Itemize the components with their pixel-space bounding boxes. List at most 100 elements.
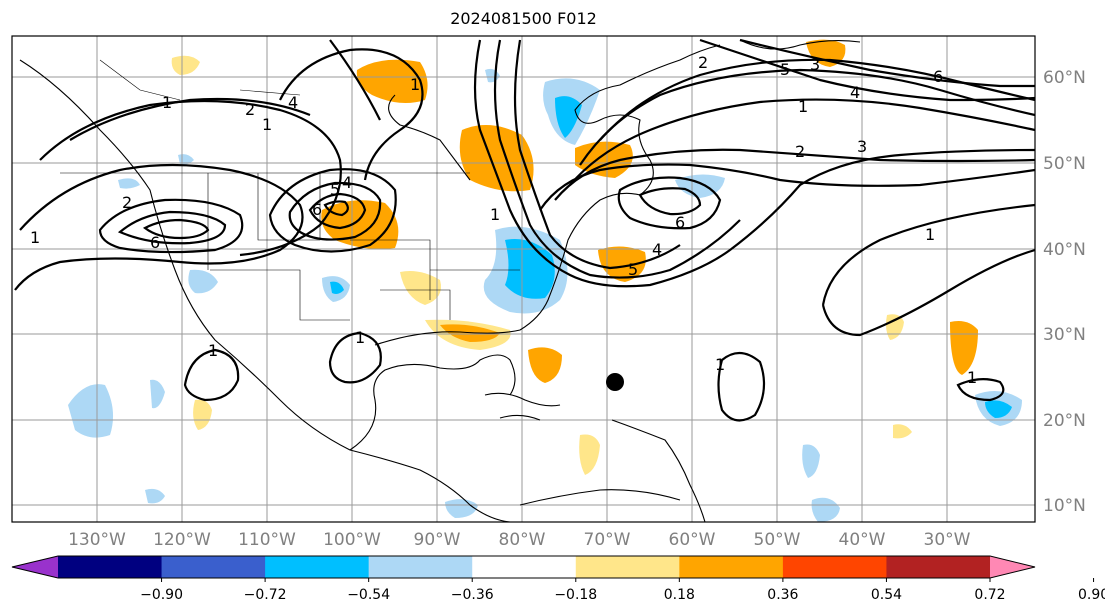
positive-anomaly [579,434,600,475]
lon-label: 130°W [68,530,126,550]
colorbar-extend-low [12,556,58,578]
colorbar-segment [679,556,784,578]
negative-anomaly [330,281,344,294]
colorbar-tick-label: 0.72 [974,587,1005,603]
negative-anomaly [68,384,114,438]
negative-anomaly [555,96,582,138]
negative-anomaly [985,400,1012,418]
positive-anomaly [400,271,441,305]
coastlines [19,39,861,522]
contour-label: 2 [122,193,132,212]
lon-label: 100°W [323,530,381,550]
lat-label: 50°N [1043,154,1086,174]
contour-label: 2 [245,100,255,119]
negative-anomaly [118,178,140,189]
map-title: 2024081500 F012 [450,9,597,28]
contour-label: 1 [355,328,365,347]
lon-label: 90°W [414,530,461,550]
longitude-labels: 130°W 120°W 110°W 100°W 90°W 80°W 70°W 6… [68,530,971,550]
colorbar-segment [265,556,370,578]
positive-anomaly [528,347,562,383]
map-frame [11,35,1036,523]
colorbar-extend-high [990,556,1035,578]
contour-label: 6 [150,233,160,252]
contour-label: 1 [715,355,725,374]
shading-layer [68,39,1022,522]
contour-label: 6 [312,200,322,219]
contour-label: 4 [288,93,298,112]
colorbar-tick-label: −0.54 [347,587,390,603]
colorbar-outline [11,555,1036,579]
graticule [12,36,1035,522]
negative-anomaly [445,499,478,518]
negative-anomaly [505,239,555,299]
contour-label: 3 [857,137,867,156]
contour-label: 1 [262,115,272,134]
storm-position-marker [606,373,624,391]
lon-label: 60°W [669,530,716,550]
contour-label: 1 [798,97,808,116]
lon-label: 110°W [238,530,296,550]
colorbar-segment [58,556,163,578]
contour-label: 5 [628,260,638,279]
contour-label: 2 [795,142,805,161]
lon-label: 70°W [584,530,631,550]
contour-label: 1 [925,225,935,244]
positive-anomaly [171,55,200,75]
negative-anomaly [188,269,218,294]
positive-anomaly [193,399,212,430]
colorbar-tick-label: −0.18 [554,587,597,603]
colorbar-tick-label: 0.36 [767,587,798,603]
colorbar-segment [368,556,473,578]
colorbar-segment [472,556,577,578]
positive-anomaly [598,246,646,282]
latitude-labels: 60°N 50°N 40°N 30°N 20°N 10°N [1043,68,1086,516]
positive-anomaly [893,424,912,439]
lat-label: 20°N [1043,411,1086,431]
negative-anomaly [145,488,165,504]
lat-label: 60°N [1043,68,1086,88]
negative-anomaly [802,444,820,478]
contour-label: 4 [652,240,662,259]
colorbar-segment [161,556,266,578]
contour-label: 1 [208,341,218,360]
contour-label: 1 [30,228,40,247]
political-borders [60,59,520,321]
contour-label: 2 [698,53,708,72]
positive-anomaly [459,125,534,192]
colorbar: −0.90 −0.72 −0.54 −0.36 −0.18 0.18 0.36 0.54 0.7… [11,555,1105,603]
lon-label: 50°W [754,530,801,550]
negative-anomaly [811,497,840,522]
positive-anomaly [356,59,428,104]
contour-label: 5 [330,180,340,199]
contour-label: 1 [967,368,977,387]
colorbar-tick-label: 0.18 [664,587,695,603]
lat-label: 10°N [1043,496,1086,516]
contour-label: 4 [850,83,860,102]
lon-label: 30°W [924,530,971,550]
colorbar-segment [575,556,680,578]
contour-lines [14,38,1035,422]
colorbar-segment [886,556,991,578]
contour-label: 5 [780,60,790,79]
contour-label: 1 [410,75,420,94]
lat-label: 30°N [1043,325,1086,345]
colorbar-tick-label: 0.54 [871,587,902,603]
colorbar-segment [782,556,887,578]
contour-label: 1 [162,93,172,112]
colorbar-tick-label: 0.90 [1078,587,1105,603]
lon-label: 120°W [153,530,211,550]
contour-label: 6 [933,67,943,86]
contour-label: 6 [675,213,685,232]
contour-label: 1 [490,205,500,224]
colorbar-tick-label: −0.72 [244,587,287,603]
contour-label: 3 [810,55,820,74]
lat-label: 40°N [1043,240,1086,260]
lon-label: 40°W [839,530,886,550]
colorbar-tick-label: −0.36 [451,587,494,603]
colorbar-tick-label: −0.90 [140,587,183,603]
contour-label: 4 [342,173,352,192]
negative-anomaly [150,379,165,409]
lon-label: 80°W [499,530,546,550]
